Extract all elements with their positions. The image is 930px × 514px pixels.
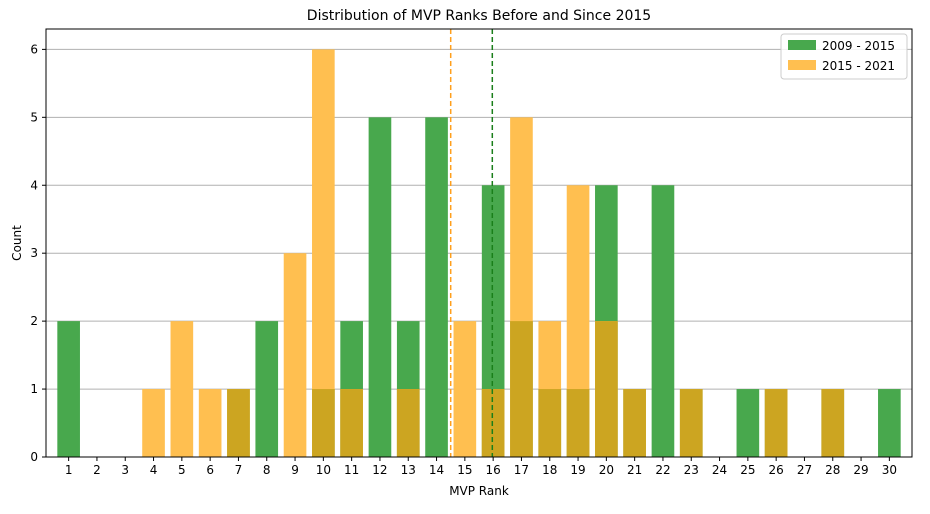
x-tick-label-27: 27: [797, 463, 812, 477]
bar-2015-2021-rank-10: [312, 49, 335, 457]
y-tick-label-5: 5: [30, 110, 38, 124]
x-tick-label-11: 11: [344, 463, 359, 477]
bar-2009-2015-rank-25: [736, 389, 760, 457]
bar-overlap-rank-28: [821, 389, 845, 457]
bar-2009-2015-rank-16: [481, 185, 505, 457]
x-tick-label-3: 3: [121, 463, 129, 477]
bar-2009-2015-rank-12: [368, 117, 392, 458]
bar-overlap-rank-26: [764, 389, 788, 457]
bar-overlap-rank-23: [679, 389, 703, 457]
bar-2009-2015-rank-22: [651, 185, 675, 457]
reference-lines: [449, 29, 494, 457]
bar-2015-2021-rank-6: [198, 389, 222, 457]
bar-2009-2015-rank-8: [255, 321, 279, 457]
y-tick-label-0: 0: [30, 450, 38, 464]
x-tick-label-14: 14: [429, 463, 444, 477]
legend-label-series-2: 2015 - 2021: [822, 59, 895, 73]
x-axis-ticks: 1 2 3 4 5 6 7 8 9 10 11 12 13 14 15 16 17 18 19 20 21 22 23 24 2…: [65, 457, 897, 477]
y-tick-label-3: 3: [30, 246, 38, 260]
x-tick-label-26: 26: [769, 463, 784, 477]
legend-label-series-1: 2009 - 2015: [822, 39, 895, 53]
bar-2015-2021-rank-9: [283, 253, 307, 457]
x-tick-label-2: 2: [93, 463, 101, 477]
bar-overlap-rank-13: [396, 389, 420, 457]
x-axis-label: MVP Rank: [449, 484, 509, 498]
bar-2015-2021-rank-15: [453, 321, 477, 457]
x-tick-label-17: 17: [514, 463, 529, 477]
y-tick-label-1: 1: [30, 382, 38, 396]
x-tick-label-22: 22: [655, 463, 670, 477]
x-tick-label-19: 19: [570, 463, 585, 477]
bar-overlap-rank-21: [623, 389, 646, 457]
bars: [57, 49, 901, 458]
bar-2009-2015-rank-14: [425, 117, 448, 458]
bar-overlap-rank-17: [510, 321, 533, 457]
x-tick-label-28: 28: [825, 463, 840, 477]
x-tick-label-4: 4: [150, 463, 158, 477]
x-tick-label-7: 7: [235, 463, 243, 477]
bar-overlap-rank-10: [312, 389, 335, 457]
y-tick-label-2: 2: [30, 314, 38, 328]
bar-2015-2021-rank-4: [142, 389, 165, 457]
x-tick-label-13: 13: [401, 463, 416, 477]
x-tick-label-12: 12: [372, 463, 387, 477]
legend: 2009 - 2015 2015 - 2021: [780, 33, 908, 80]
plot-frame: [45, 28, 913, 458]
x-tick-label-16: 16: [486, 463, 501, 477]
x-tick-label-6: 6: [206, 463, 214, 477]
chart-title: Distribution of MVP Ranks Before and Sin…: [307, 8, 651, 24]
bar-2015-2021-rank-19: [566, 185, 590, 457]
bar-2015-2021-rank-5: [170, 321, 194, 457]
legend-swatch-series-2: [788, 60, 816, 70]
y-axis-ticks: 0 1 2 3 4 5 6: [30, 42, 46, 464]
x-tick-label-20: 20: [599, 463, 614, 477]
x-tick-label-30: 30: [882, 463, 897, 477]
x-tick-label-25: 25: [740, 463, 755, 477]
x-tick-label-5: 5: [178, 463, 186, 477]
legend-swatch-series-1: [788, 40, 816, 50]
y-tick-label-6: 6: [30, 42, 38, 56]
bar-overlap-rank-19: [566, 389, 590, 457]
y-axis-label: Count: [10, 225, 24, 261]
y-tick-label-4: 4: [30, 178, 38, 192]
bar-overlap-rank-7: [227, 389, 250, 457]
x-tick-label-9: 9: [291, 463, 299, 477]
x-tick-label-21: 21: [627, 463, 642, 477]
bar-overlap-rank-11: [340, 389, 363, 457]
bar-2009-2015-rank-1: [57, 321, 80, 457]
x-tick-label-18: 18: [542, 463, 557, 477]
x-tick-label-8: 8: [263, 463, 271, 477]
x-tick-label-24: 24: [712, 463, 727, 477]
bar-overlap-rank-18: [538, 389, 562, 457]
x-tick-label-23: 23: [684, 463, 699, 477]
bar-overlap-rank-20: [595, 321, 618, 457]
x-tick-label-1: 1: [65, 463, 73, 477]
x-tick-label-29: 29: [853, 463, 868, 477]
x-tick-label-15: 15: [457, 463, 472, 477]
bar-2009-2015-rank-30: [878, 389, 901, 457]
bar-overlap-rank-16: [481, 389, 505, 457]
x-tick-label-10: 10: [316, 463, 331, 477]
